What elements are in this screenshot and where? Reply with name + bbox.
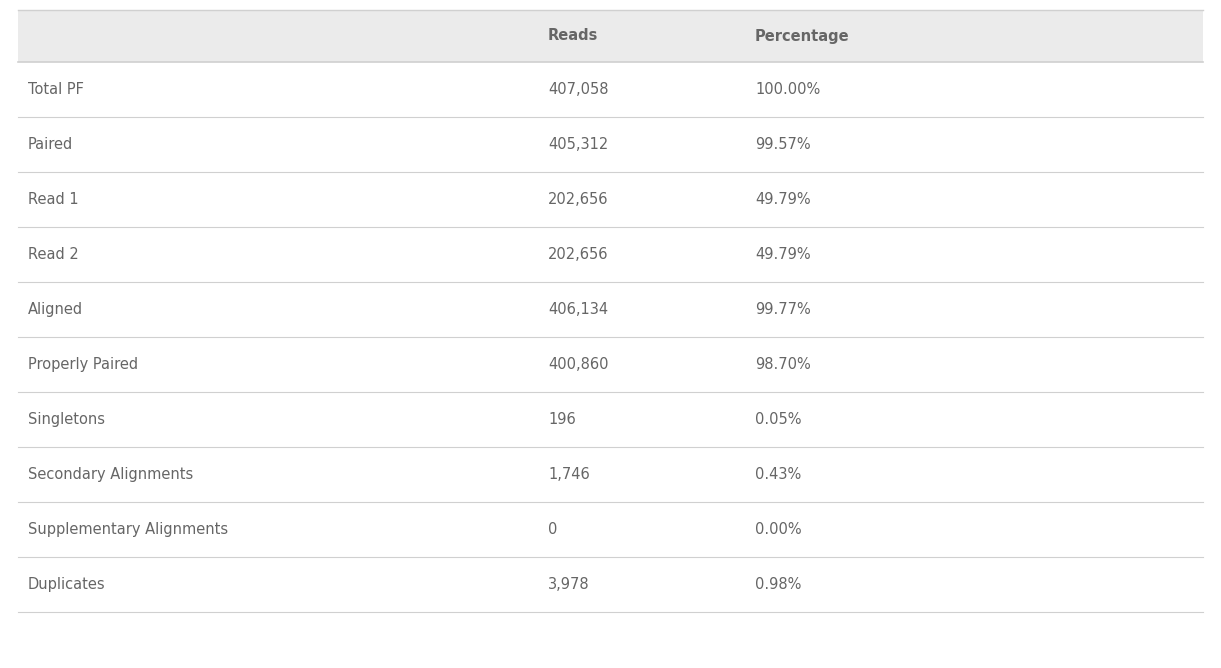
Text: Percentage: Percentage: [755, 29, 850, 43]
Text: 407,058: 407,058: [548, 82, 608, 97]
Text: Read 2: Read 2: [28, 247, 78, 262]
Bar: [18, 392, 1203, 447]
Text: Duplicates: Duplicates: [28, 577, 106, 592]
Bar: [18, 557, 1203, 612]
Text: 1,746: 1,746: [548, 467, 590, 482]
Text: Supplementary Alignments: Supplementary Alignments: [28, 522, 228, 537]
Bar: [18, 10, 1203, 62]
Bar: [18, 62, 1203, 117]
Text: Secondary Alignments: Secondary Alignments: [28, 467, 193, 482]
Text: 406,134: 406,134: [548, 302, 608, 317]
Text: 400,860: 400,860: [548, 357, 608, 372]
Bar: [18, 172, 1203, 227]
Text: 405,312: 405,312: [548, 137, 608, 152]
Text: 3,978: 3,978: [548, 577, 590, 592]
Text: 196: 196: [548, 412, 576, 427]
Text: 0.05%: 0.05%: [755, 412, 801, 427]
Text: Total PF: Total PF: [28, 82, 84, 97]
Text: Read 1: Read 1: [28, 192, 78, 207]
Text: 0: 0: [548, 522, 557, 537]
Text: Aligned: Aligned: [28, 302, 83, 317]
Bar: [18, 282, 1203, 337]
Text: Paired: Paired: [28, 137, 73, 152]
Text: 0.43%: 0.43%: [755, 467, 801, 482]
Text: 49.79%: 49.79%: [755, 192, 811, 207]
Bar: [18, 502, 1203, 557]
Text: Reads: Reads: [548, 29, 598, 43]
Text: 99.57%: 99.57%: [755, 137, 811, 152]
Text: 202,656: 202,656: [548, 247, 608, 262]
Bar: [18, 117, 1203, 172]
Text: 98.70%: 98.70%: [755, 357, 811, 372]
Bar: [18, 227, 1203, 282]
Bar: [18, 447, 1203, 502]
Text: 0.98%: 0.98%: [755, 577, 801, 592]
Text: 0.00%: 0.00%: [755, 522, 802, 537]
Text: Singletons: Singletons: [28, 412, 105, 427]
Text: 202,656: 202,656: [548, 192, 608, 207]
Text: 49.79%: 49.79%: [755, 247, 811, 262]
Bar: [18, 337, 1203, 392]
Text: 99.77%: 99.77%: [755, 302, 811, 317]
Text: Properly Paired: Properly Paired: [28, 357, 138, 372]
Text: 100.00%: 100.00%: [755, 82, 821, 97]
